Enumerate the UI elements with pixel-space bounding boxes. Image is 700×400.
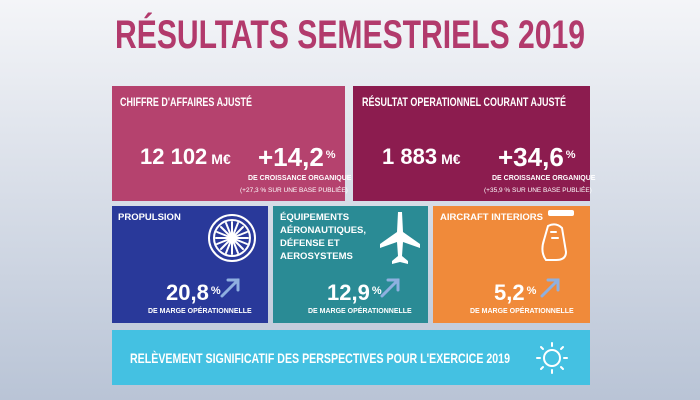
segment-heading: DÉFENSE ET [280, 238, 340, 249]
tile [112, 206, 268, 323]
growth-value: +14,2% [258, 142, 336, 172]
banner [112, 330, 590, 385]
sun-icon [536, 342, 568, 374]
growth-label: DE CROISSANCE ORGANIQUE [248, 175, 352, 182]
margin-unit: % [211, 285, 221, 297]
note: (+35,9 % SUR UNE BASE PUBLIÉE) [484, 185, 592, 194]
segment-heading: AIRCRAFT INTERIORS [440, 212, 543, 223]
growth-value: +34,6% [498, 142, 576, 172]
growth: +34,6 [498, 142, 564, 172]
segment-margin: 20,8% [166, 280, 221, 305]
unit: M€ [441, 151, 461, 167]
plane-icon [380, 212, 420, 264]
value: 12 102 [140, 144, 207, 169]
value: 1 883 [382, 144, 437, 169]
segment-heading: PROPULSION [118, 212, 181, 223]
segment-margin: 12,9% [327, 280, 382, 305]
margin: 12,9 [327, 280, 370, 305]
seat-icon [541, 210, 574, 261]
title: RÉSULTATS SEMESTRIELS 2019 [115, 12, 585, 57]
growth: +14,2 [258, 142, 324, 172]
margin-label: DE MARGE OPÉRATIONNELLE [308, 306, 412, 315]
growth-unit: % [566, 149, 576, 161]
turbine-icon [208, 214, 256, 262]
segment-margin: 5,2% [494, 280, 537, 305]
segment-heading: AEROSYSTEMS [280, 251, 353, 262]
arrow-icon [220, 278, 240, 298]
margin-unit: % [527, 285, 537, 297]
note: (+27,3 % SUR UNE BASE PUBLIÉE) [240, 185, 348, 194]
result-value: 12 102 M€ [140, 144, 231, 169]
arrow-icon [540, 278, 560, 298]
margin: 5,2 [494, 280, 525, 305]
tile-heading: RÉSULTAT OPERATIONNEL COURANT AJUSTÉ [362, 94, 566, 109]
margin-label: DE MARGE OPÉRATIONNELLE [148, 306, 252, 315]
margin: 20,8 [166, 280, 209, 305]
margin-unit: % [372, 285, 382, 297]
tile-heading: CHIFFRE D'AFFAIRES AJUSTÉ [120, 94, 252, 109]
growth-unit: % [326, 149, 336, 161]
growth-label: DE CROISSANCE ORGANIQUE [492, 175, 596, 182]
segment-heading: ÉQUIPEMENTS [280, 212, 349, 223]
tile [353, 86, 590, 201]
margin-label: DE MARGE OPÉRATIONNELLE [470, 306, 574, 315]
result-value: 1 883 M€ [382, 144, 461, 169]
banner-text: RELÈVEMENT SIGNIFICATIF DES PERSPECTIVES… [130, 350, 510, 366]
tile [112, 86, 345, 201]
tile [433, 206, 590, 323]
unit: M€ [211, 151, 231, 167]
arrow-icon [380, 278, 400, 298]
tile [273, 206, 428, 323]
segment-heading: AÉRONAUTIQUES, [280, 225, 366, 236]
